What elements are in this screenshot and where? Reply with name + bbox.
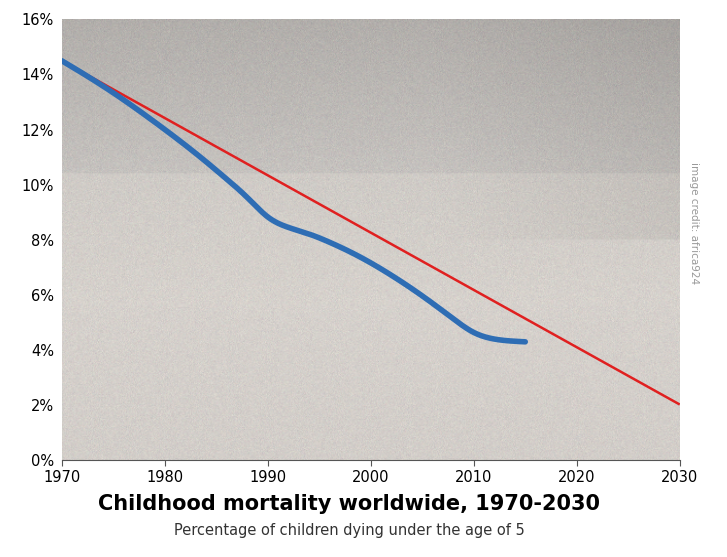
Text: Childhood mortality worldwide, 1970-2030: Childhood mortality worldwide, 1970-2030 xyxy=(98,494,600,514)
Text: Percentage of children dying under the age of 5: Percentage of children dying under the a… xyxy=(174,523,524,538)
Text: image credit: africa924: image credit: africa924 xyxy=(689,162,699,284)
